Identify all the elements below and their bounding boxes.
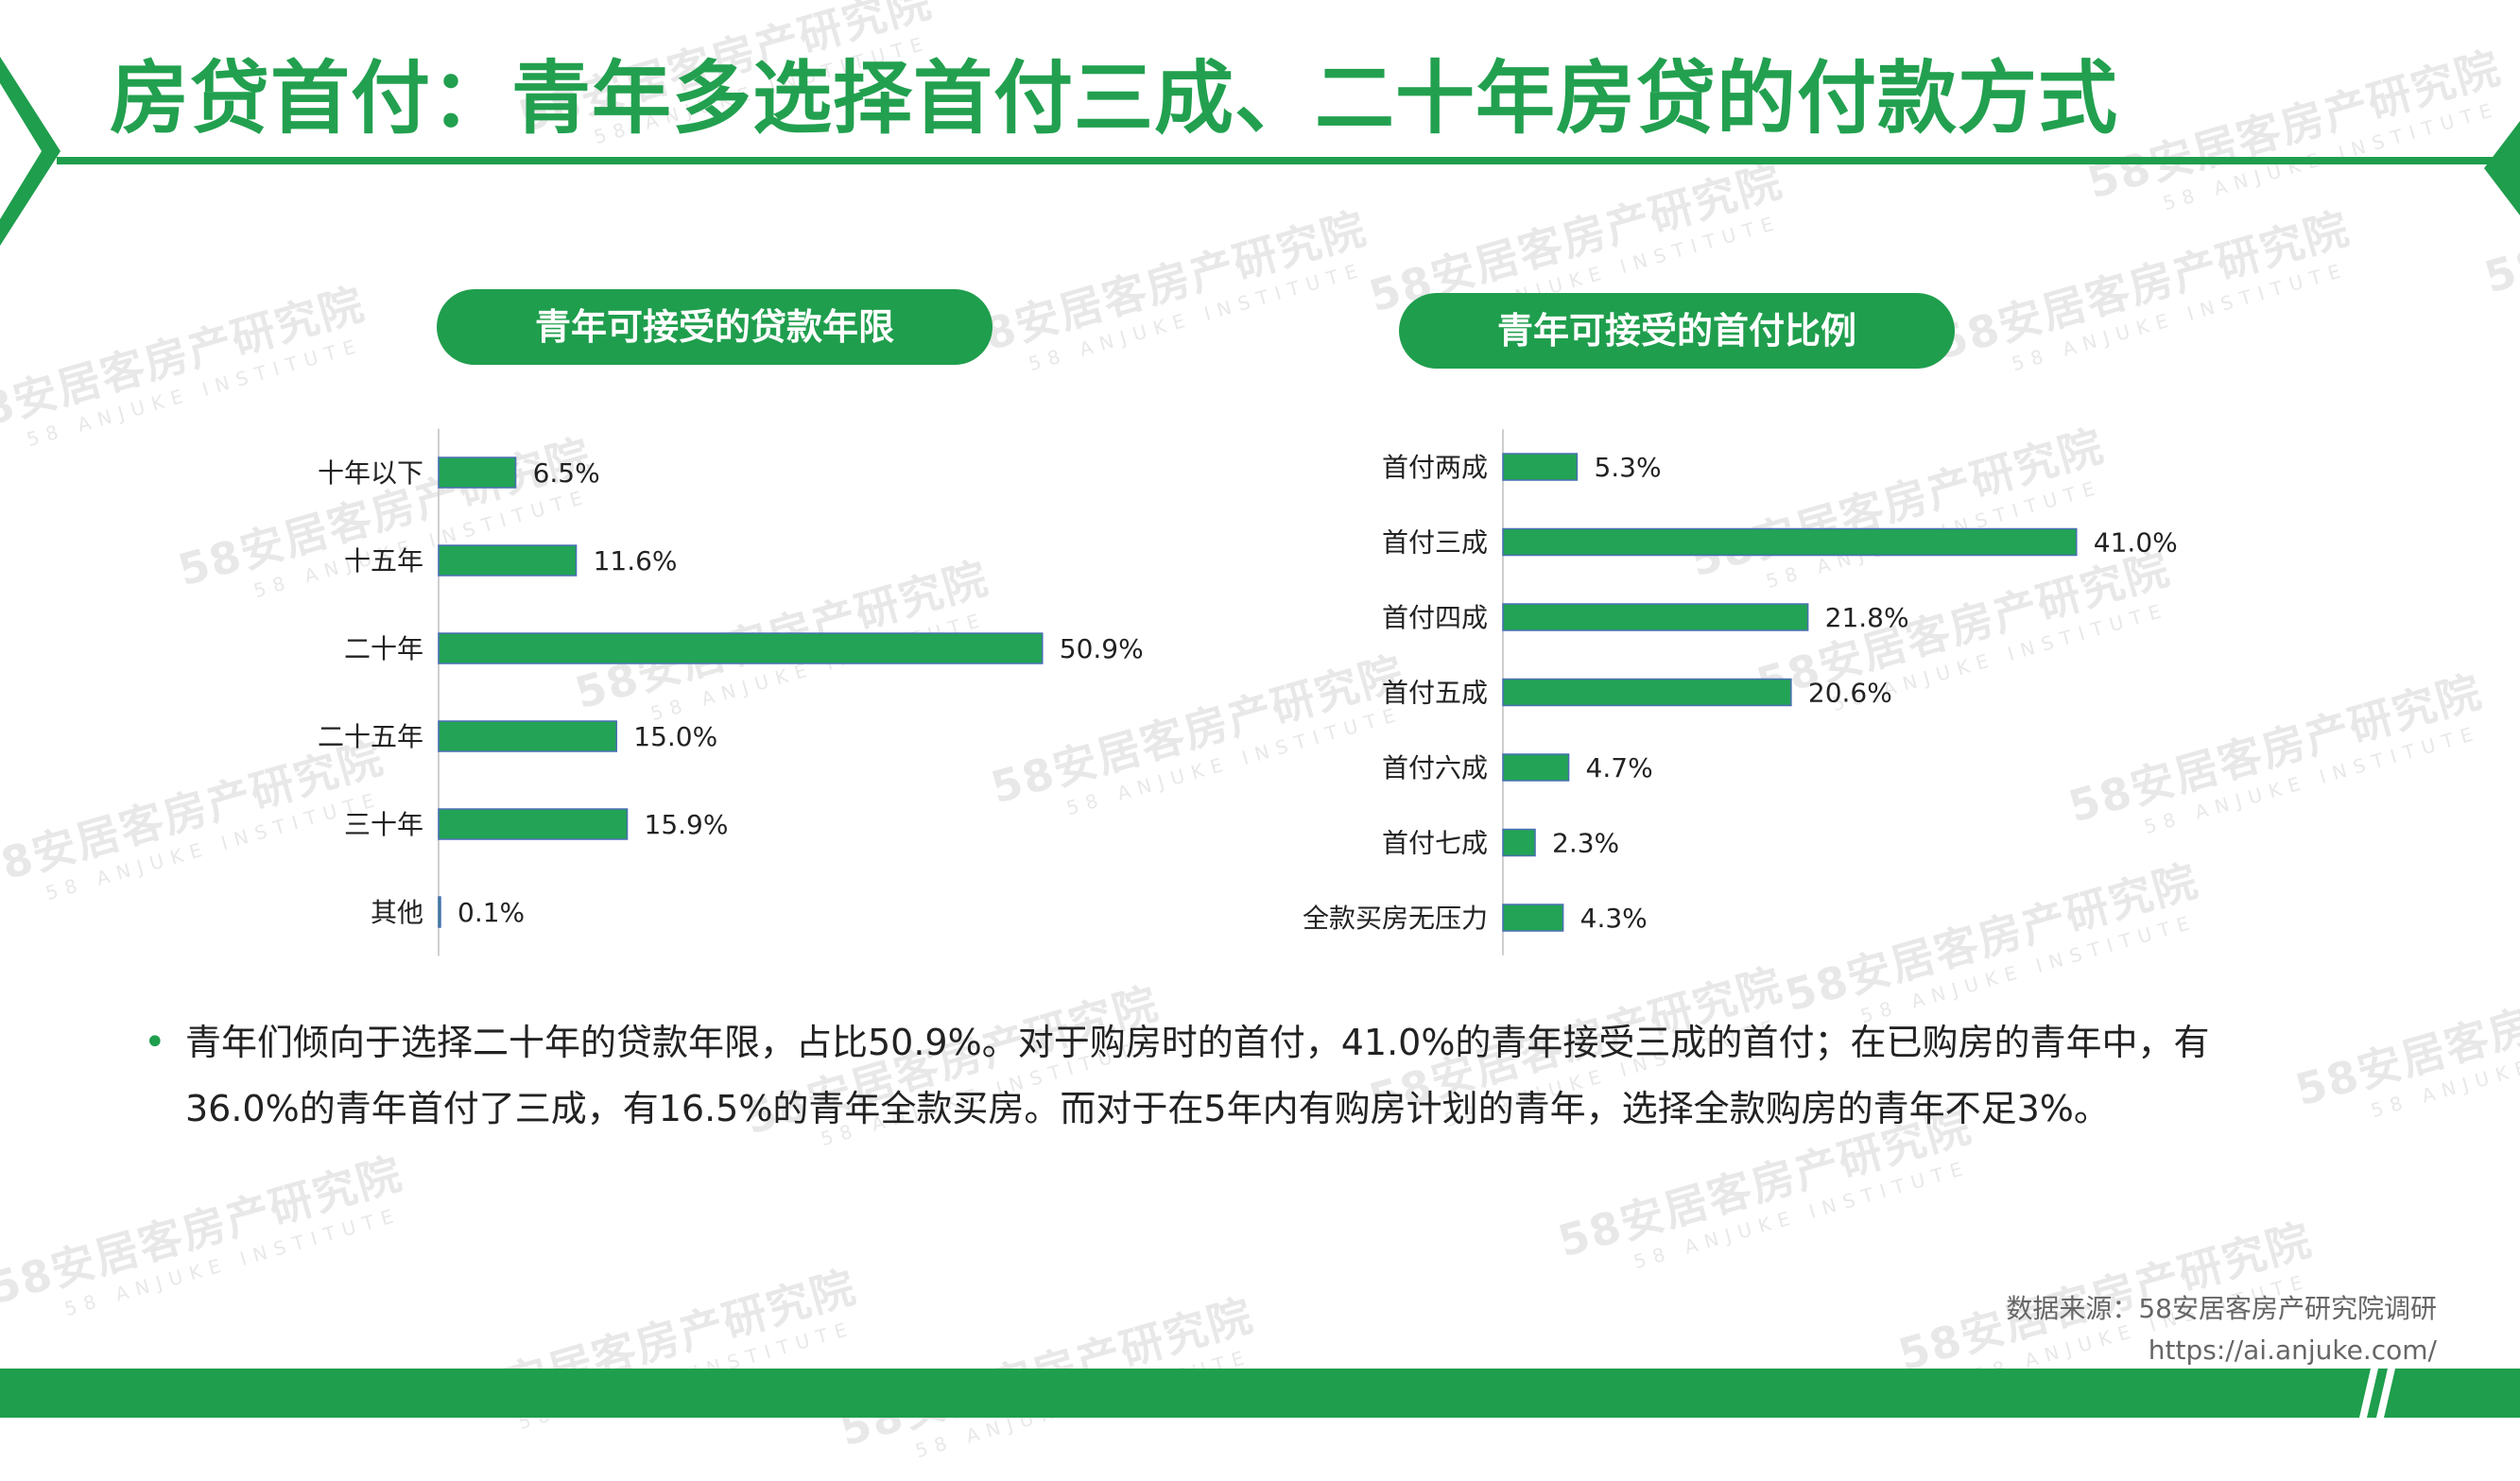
value-label: 11.6% [594,545,678,577]
category-label: 二十年 [344,633,423,664]
data-source: 数据来源：58安居客房产研究院调研 https://ai.anjuke.com/ [2006,1288,2437,1371]
value-label: 50.9% [1060,633,1144,664]
loan-term-bar-chart: 十年以下 6.5% 十五年 11.6% 二十年 50.9% 二十五年 15.0% 三十年 15.9… [318,428,1144,956]
watermark-text: 58安居客房产研究院 [0,1147,408,1315]
value-label: 0.1% [457,897,525,928]
category-label: 三十年 [344,809,423,840]
category-label: 首付两成 [1382,452,1488,483]
page-title: 房贷首付：青年多选择首付三成、二十年房贷的付款方式 [110,52,2119,145]
watermark-subtext: 58 ANJUKE INSTITUTE [61,1202,404,1321]
value-label: 2.3% [1552,828,1619,859]
source-label: 数据来源：58安居客房产研究院调研 [2006,1293,2437,1324]
right-chevron-decoration [2484,121,2520,215]
bar [438,544,578,577]
title-underline [57,157,2520,164]
watermark-subtext: 58 ANJUKE INSTITUTE [1631,1155,1973,1274]
bar [438,720,617,752]
value-label: 20.6% [1808,678,1892,709]
bar [1502,678,1792,707]
summary-line-1: 青年们倾向于选择二十年的贷款年限，占比50.9%。对于购房时的首付，41.0%的… [185,1022,2210,1063]
bar [438,808,629,840]
category-label: 首付四成 [1382,602,1488,633]
footer-slash-decoration [2359,1369,2395,1418]
bar [1502,904,1564,932]
summary-paragraph: • 青年们倾向于选择二十年的贷款年限，占比50.9%。对于购房时的首付，41.0… [144,1009,2473,1142]
category-label: 首付三成 [1382,527,1488,559]
bar [1502,753,1570,782]
value-label: 41.0% [2094,527,2178,559]
category-label: 二十五年 [318,721,423,752]
left-chevron-decoration [0,57,60,246]
value-label: 4.7% [1586,752,1653,784]
source-url[interactable]: https://ai.anjuke.com/ [2148,1335,2437,1366]
bar [438,896,441,928]
bar [438,456,517,489]
down-payment-bar-chart: 首付两成 5.3% 首付三成 41.0% 首付四成 21.8% 首付五成 20.6% 首付六成 4… [1303,429,2178,956]
bar [1502,828,1536,857]
summary-line-2: 36.0%的青年首付了三成，有16.5%的青年全款买房。而对于在5年内有购房计划… [185,1088,2110,1129]
category-label: 全款买房无压力 [1303,903,1488,934]
value-label: 21.8% [1825,602,1909,633]
bar [438,632,1044,664]
category-label: 首付七成 [1382,828,1488,859]
bar [1502,527,2078,557]
bar [1502,453,1579,481]
chart-title-loan-term: 青年可接受的贷款年限 [437,289,992,365]
category-label: 十年以下 [318,457,423,489]
bullet-dot-icon: • [144,1021,166,1064]
category-label: 十五年 [344,545,423,577]
category-label: 首付五成 [1382,678,1488,709]
value-label: 15.0% [633,721,717,752]
value-label: 15.9% [645,809,729,840]
value-label: 4.3% [1580,903,1648,934]
bar [1502,603,1809,631]
category-label: 首付六成 [1382,752,1488,784]
footer-bar [0,1369,2520,1418]
value-label: 5.3% [1594,452,1661,483]
value-label: 6.5% [533,457,600,489]
category-label: 其他 [371,897,423,928]
chart-title-down-payment: 青年可接受的首付比例 [1399,293,1955,369]
